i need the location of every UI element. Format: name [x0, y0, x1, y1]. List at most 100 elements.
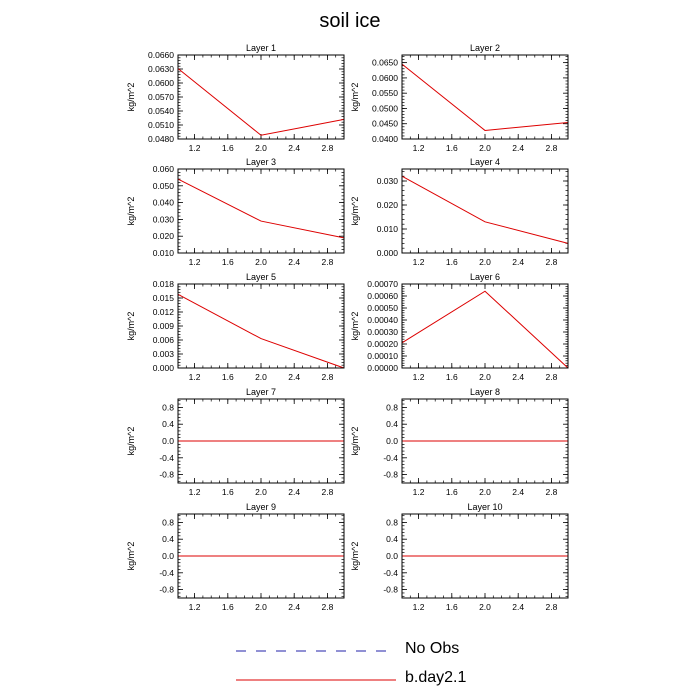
y-tick-label: 0.8: [386, 517, 398, 527]
x-tick-label: 2.8: [545, 257, 557, 267]
x-tick-label: 1.2: [413, 372, 425, 382]
y-axis-label: kg/m^2: [126, 197, 136, 226]
y-tick-label: 0.4: [386, 534, 398, 544]
plot-frame: [401, 283, 569, 369]
x-tick-label: 1.6: [222, 257, 234, 267]
y-axis-label: kg/m^2: [126, 83, 136, 112]
subplot-layer-5: Layer 5 kg/m^2 1.2 1.6 2.0 2.4 2.8 0.000 0.003 0.…: [126, 272, 345, 382]
y-tick-label: 0.000: [377, 248, 399, 258]
x-tick-label: 1.6: [446, 143, 458, 153]
y-tick-label: -0.4: [159, 453, 174, 463]
plot-frame: [177, 54, 345, 140]
y-tick-label: 0.00040: [367, 315, 398, 325]
y-axis-label: kg/m^2: [350, 427, 360, 456]
subplot-title: Layer 8: [470, 387, 500, 397]
x-tick-label: 2.0: [479, 372, 491, 382]
y-axis-label: kg/m^2: [350, 83, 360, 112]
x-tick-label: 2.0: [479, 257, 491, 267]
x-tick-label: 2.8: [545, 143, 557, 153]
series-line: [401, 175, 569, 244]
y-tick-label: 0.018: [153, 279, 175, 289]
y-tick-label: 0.8: [386, 402, 398, 412]
y-tick-label: -0.4: [383, 568, 398, 578]
y-tick-label: 0.015: [153, 293, 175, 303]
y-tick-label: 0.0500: [372, 103, 398, 113]
subplot-layer-6: Layer 6 kg/m^2 1.2 1.6 2.0 2.4 2.8 0.00000 0.000…: [350, 272, 569, 382]
plot-frame: [401, 168, 569, 254]
series-line: [177, 293, 345, 369]
y-tick-label: 0.0480: [148, 134, 174, 144]
x-tick-label: 2.0: [479, 487, 491, 497]
y-tick-label: 0.0400: [372, 134, 398, 144]
x-tick-label: 2.4: [512, 602, 524, 612]
subplot-layer-1: Layer 1 kg/m^2 1.2 1.6 2.0 2.4 2.8 0.0480 0.0510…: [126, 43, 345, 153]
plot-frame: [177, 398, 345, 484]
x-tick-label: 2.0: [255, 372, 267, 382]
subplot-title: Layer 7: [246, 387, 276, 397]
y-tick-label: 0.020: [153, 231, 175, 241]
x-tick-label: 2.0: [255, 487, 267, 497]
y-tick-label: 0.00050: [367, 303, 398, 313]
y-axis-label: kg/m^2: [350, 197, 360, 226]
y-tick-label: 0.00060: [367, 291, 398, 301]
x-tick-label: 1.2: [413, 257, 425, 267]
y-tick-label: -0.8: [159, 470, 174, 480]
y-tick-label: 0.00010: [367, 351, 398, 361]
x-tick-label: 1.2: [189, 372, 201, 382]
y-tick-label: 0.4: [162, 534, 174, 544]
x-tick-label: 2.8: [321, 257, 333, 267]
y-tick-label: 0.010: [153, 248, 175, 258]
y-tick-label: 0.00070: [367, 279, 398, 289]
y-tick-label: 0.0: [386, 551, 398, 561]
x-tick-label: 2.4: [288, 487, 300, 497]
y-axis-label: kg/m^2: [350, 312, 360, 341]
x-tick-label: 1.6: [222, 143, 234, 153]
legend-swatch-no-obs: [236, 650, 396, 652]
subplot-title: Layer 9: [246, 502, 276, 512]
subplot-title: Layer 4: [470, 157, 500, 167]
x-tick-label: 2.0: [255, 257, 267, 267]
y-tick-label: 0.0600: [372, 73, 398, 83]
x-tick-label: 2.4: [288, 602, 300, 612]
y-tick-label: 0.012: [153, 307, 175, 317]
x-tick-label: 1.6: [222, 487, 234, 497]
x-tick-label: 2.4: [512, 487, 524, 497]
subplot-title: Layer 3: [246, 157, 276, 167]
plot-frame: [401, 398, 569, 484]
y-tick-label: 0.003: [153, 349, 175, 359]
x-tick-label: 1.6: [222, 372, 234, 382]
x-tick-label: 2.4: [512, 372, 524, 382]
y-tick-label: 0.00020: [367, 339, 398, 349]
y-tick-label: 0.010: [377, 224, 399, 234]
y-axis-label: kg/m^2: [126, 542, 136, 571]
subplot-layer-9: Layer 9 kg/m^2 1.2 1.6 2.0 2.4 2.8 -0.8 -0.4 0.0 0…: [126, 502, 345, 612]
subplot-layer-10: Layer 10 kg/m^2 1.2 1.6 2.0 2.4 2.8 -0.8 -0.4 0.0…: [350, 502, 569, 612]
y-tick-label: 0.050: [153, 181, 175, 191]
x-tick-label: 2.4: [288, 143, 300, 153]
subplot-title: Layer 2: [470, 43, 500, 53]
subplot-title: Layer 10: [467, 502, 502, 512]
x-tick-label: 2.4: [288, 257, 300, 267]
plot-frame: [177, 513, 345, 599]
subplot-layer-4: Layer 4 kg/m^2 1.2 1.6 2.0 2.4 2.8 0.000 0.010 0.…: [350, 157, 569, 267]
subplot-layer-3: Layer 3 kg/m^2 1.2 1.6 2.0 2.4 2.8 0.010 0.020 0.…: [126, 157, 345, 267]
y-tick-label: 0.0630: [148, 64, 174, 74]
x-tick-label: 2.8: [321, 602, 333, 612]
x-tick-label: 2.8: [321, 143, 333, 153]
series-line: [177, 68, 345, 136]
x-tick-label: 2.8: [545, 487, 557, 497]
y-axis-label: kg/m^2: [350, 542, 360, 571]
y-tick-label: 0.040: [153, 198, 175, 208]
y-tick-label: 0.0600: [148, 78, 174, 88]
series-line: [401, 290, 569, 369]
x-tick-label: 2.0: [479, 143, 491, 153]
y-tick-label: 0.0570: [148, 92, 174, 102]
x-tick-label: 1.6: [446, 487, 458, 497]
x-tick-label: 1.2: [413, 143, 425, 153]
y-tick-label: 0.0: [386, 436, 398, 446]
x-tick-label: 2.8: [321, 372, 333, 382]
y-tick-label: 0.009: [153, 321, 175, 331]
y-tick-label: 0.0540: [148, 106, 174, 116]
x-tick-label: 2.0: [255, 143, 267, 153]
